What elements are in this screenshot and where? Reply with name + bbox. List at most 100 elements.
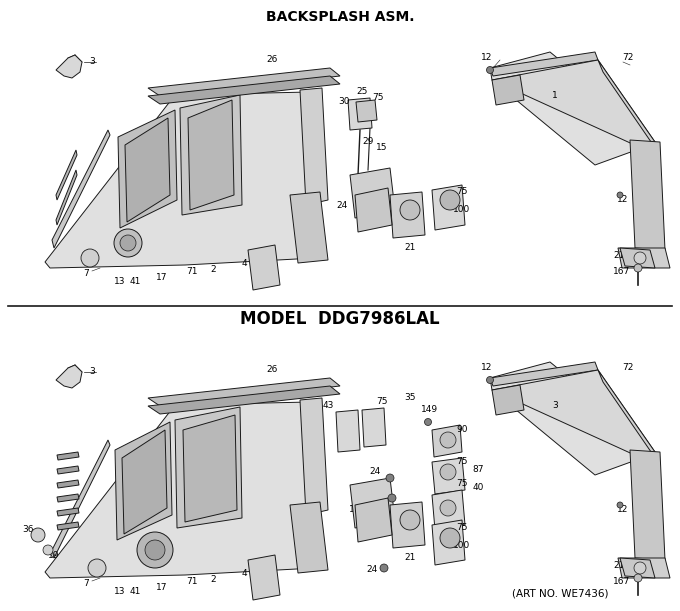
Polygon shape — [148, 386, 340, 414]
Text: 75: 75 — [456, 524, 468, 533]
Polygon shape — [45, 92, 315, 268]
Polygon shape — [248, 245, 280, 290]
Text: 4: 4 — [241, 568, 247, 577]
Polygon shape — [115, 422, 172, 540]
Polygon shape — [290, 502, 328, 573]
Circle shape — [88, 559, 106, 577]
Text: 12: 12 — [481, 364, 493, 373]
Polygon shape — [56, 365, 82, 388]
Circle shape — [380, 564, 388, 572]
Polygon shape — [175, 407, 242, 528]
Text: 1: 1 — [552, 90, 558, 100]
Polygon shape — [490, 52, 598, 76]
Text: 24: 24 — [337, 200, 347, 210]
Text: 72: 72 — [622, 54, 634, 62]
Text: BACKSPLASH ASM.: BACKSPLASH ASM. — [266, 10, 414, 24]
Text: 3: 3 — [89, 57, 95, 67]
Text: 21: 21 — [405, 554, 415, 563]
Polygon shape — [45, 402, 315, 578]
Polygon shape — [598, 370, 660, 465]
Polygon shape — [390, 192, 425, 238]
Text: 23: 23 — [373, 525, 384, 535]
Circle shape — [440, 432, 456, 448]
Text: 40: 40 — [473, 483, 483, 492]
Text: 211: 211 — [613, 560, 630, 569]
Polygon shape — [348, 98, 372, 130]
Text: 14: 14 — [212, 496, 224, 505]
Text: 36: 36 — [22, 525, 34, 535]
Text: 72: 72 — [622, 364, 634, 373]
Polygon shape — [492, 60, 655, 152]
Text: 71: 71 — [186, 268, 198, 277]
Polygon shape — [492, 370, 655, 462]
Polygon shape — [248, 555, 280, 600]
Text: 149: 149 — [422, 406, 439, 414]
Circle shape — [137, 532, 173, 568]
Polygon shape — [300, 398, 328, 515]
Polygon shape — [57, 466, 79, 474]
Circle shape — [400, 510, 420, 530]
Polygon shape — [148, 378, 340, 406]
Text: 75: 75 — [456, 480, 468, 489]
Circle shape — [440, 500, 456, 516]
Circle shape — [424, 419, 432, 425]
Circle shape — [114, 229, 142, 257]
Circle shape — [486, 376, 494, 384]
Polygon shape — [490, 52, 650, 165]
Text: 7: 7 — [83, 268, 89, 277]
Text: 2: 2 — [210, 266, 216, 274]
Polygon shape — [350, 168, 395, 218]
Polygon shape — [148, 68, 340, 96]
Text: 3: 3 — [89, 367, 95, 376]
Text: 24: 24 — [367, 566, 377, 574]
Polygon shape — [620, 248, 655, 268]
Polygon shape — [618, 248, 670, 268]
Polygon shape — [390, 502, 425, 548]
Text: 15: 15 — [350, 505, 361, 514]
Polygon shape — [356, 100, 377, 122]
Polygon shape — [490, 362, 598, 386]
Polygon shape — [432, 425, 462, 457]
Text: 41: 41 — [129, 277, 141, 285]
Text: (ART NO. WE7436): (ART NO. WE7436) — [512, 588, 608, 598]
Text: 7: 7 — [83, 579, 89, 588]
Polygon shape — [56, 170, 77, 225]
Polygon shape — [492, 75, 524, 105]
Text: 30: 30 — [338, 98, 350, 106]
Polygon shape — [148, 76, 340, 104]
Polygon shape — [630, 450, 665, 560]
Circle shape — [440, 190, 460, 210]
Polygon shape — [52, 130, 110, 248]
Polygon shape — [183, 415, 237, 522]
Polygon shape — [355, 188, 392, 232]
Polygon shape — [336, 410, 360, 452]
Polygon shape — [432, 458, 465, 494]
Circle shape — [388, 494, 396, 502]
Text: 75: 75 — [376, 398, 388, 406]
Text: 75: 75 — [456, 188, 468, 197]
Text: 90: 90 — [456, 425, 468, 434]
Polygon shape — [355, 498, 392, 542]
Polygon shape — [618, 558, 670, 578]
Polygon shape — [362, 408, 386, 447]
Text: 3: 3 — [552, 400, 558, 409]
Text: 43: 43 — [322, 401, 334, 411]
Polygon shape — [490, 362, 650, 475]
Text: 17: 17 — [156, 273, 168, 282]
Circle shape — [440, 528, 460, 548]
Circle shape — [400, 200, 420, 220]
Polygon shape — [57, 480, 79, 488]
Text: 167: 167 — [613, 268, 630, 277]
Text: 26: 26 — [267, 365, 277, 375]
Circle shape — [634, 264, 642, 272]
Text: 100: 100 — [454, 205, 471, 214]
Circle shape — [486, 67, 494, 73]
Circle shape — [440, 464, 456, 480]
Text: 4: 4 — [241, 258, 247, 268]
Circle shape — [386, 474, 394, 482]
Text: 75: 75 — [372, 93, 384, 103]
Circle shape — [634, 574, 642, 582]
Text: 21: 21 — [405, 244, 415, 252]
Text: 25: 25 — [356, 87, 368, 97]
Circle shape — [634, 252, 646, 264]
